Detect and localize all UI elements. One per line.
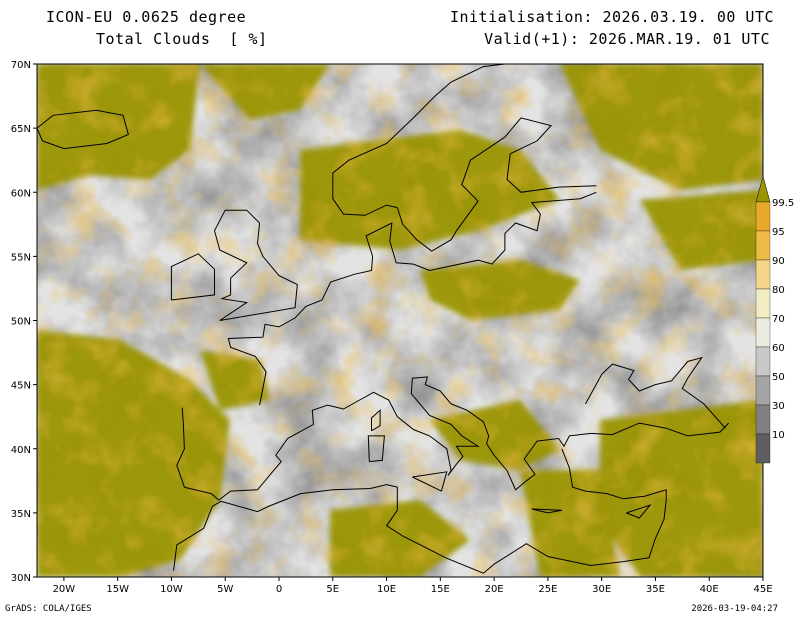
- coastline: [412, 471, 448, 492]
- lat-label: 45N: [11, 381, 31, 392]
- colorbar-label: 80: [772, 285, 785, 296]
- coastline: [213, 209, 298, 321]
- lat-label: 65N: [11, 124, 31, 135]
- lon-label: 20E: [485, 584, 504, 595]
- lon-label: 5E: [326, 584, 339, 595]
- coastline: [170, 253, 215, 301]
- lat-label: 40N: [11, 445, 31, 456]
- colorbar-label: 95: [772, 227, 785, 238]
- lat-label: 30N: [11, 573, 31, 584]
- colorbar-label: 70: [772, 314, 785, 325]
- colorbar-label: 90: [772, 256, 785, 267]
- cloud-field: [37, 64, 763, 577]
- coastline: [227, 191, 597, 406]
- lat-label: 50N: [11, 317, 31, 328]
- lon-label: 35E: [646, 584, 665, 595]
- coastline: [585, 356, 726, 429]
- colorbar-swatch: [755, 317, 771, 348]
- coastline: [531, 508, 562, 514]
- lon-label: 0: [276, 584, 282, 595]
- colorbar-label: 99.5: [772, 198, 794, 209]
- colorbar-label: 50: [772, 372, 785, 383]
- lat-label: 35N: [11, 509, 31, 520]
- colorbar-swatch: [755, 404, 771, 435]
- colorbar-swatch: [755, 230, 771, 261]
- colorbar-swatch: [755, 288, 771, 319]
- lat-label: 60N: [11, 188, 31, 199]
- lon-label: 30E: [592, 584, 611, 595]
- initialisation-time: Initialisation: 2026.03.19. 00 UTC: [449, 8, 774, 26]
- colorbar-label: 10: [772, 430, 785, 441]
- coastline: [176, 376, 729, 501]
- lon-label: 40E: [700, 584, 719, 595]
- longitude-axis: 20W 15W 10W 5W 0 5E 10E 15E 20E 25E 30E 35E 40E 45E: [53, 577, 773, 595]
- lon-label: 10W: [160, 584, 183, 595]
- colorbar-label: 60: [772, 343, 785, 354]
- lon-label: 25E: [538, 584, 557, 595]
- lon-label: 45E: [753, 584, 772, 595]
- colorbar-swatch: [755, 433, 771, 464]
- lon-label: 10E: [377, 584, 396, 595]
- coastline: [626, 504, 652, 519]
- colorbar-swatch: [755, 375, 771, 406]
- colorbar-swatch: [755, 201, 771, 232]
- colorbar-label: 30: [772, 401, 785, 412]
- coastline: [371, 409, 381, 432]
- map-title: ICON-EU 0.0625 degree: [46, 8, 247, 26]
- coastline: [561, 448, 667, 501]
- lon-label: 15E: [431, 584, 450, 595]
- latitude-axis: 70N 65N 60N 55N 50N 45N 40N 35N 30N: [11, 60, 37, 584]
- coastline: [332, 64, 510, 216]
- colorbar-swatch: [755, 259, 771, 290]
- colorbar-swatch: [755, 346, 771, 377]
- coastline: [623, 500, 667, 563]
- lat-label: 70N: [11, 60, 31, 71]
- variable-label: Total Clouds [ %]: [96, 30, 268, 48]
- valid-time: Valid(+1): 2026.MAR.19. 01 UTC: [484, 30, 770, 48]
- footer-credit: GrADS: COLA/IGES: [5, 604, 92, 614]
- coastline: [367, 435, 385, 463]
- coastline: [396, 117, 597, 252]
- coastline: [37, 109, 130, 150]
- lon-label: 5W: [217, 584, 233, 595]
- footer-timestamp: 2026-03-19-04:27: [691, 604, 778, 614]
- coastline: [173, 484, 624, 574]
- lat-label: 55N: [11, 252, 31, 263]
- lon-label: 20W: [53, 584, 76, 595]
- lon-label: 15W: [106, 584, 129, 595]
- colorbar-legend: 99.5 95 90 80 70 60 50 30 10: [755, 175, 794, 464]
